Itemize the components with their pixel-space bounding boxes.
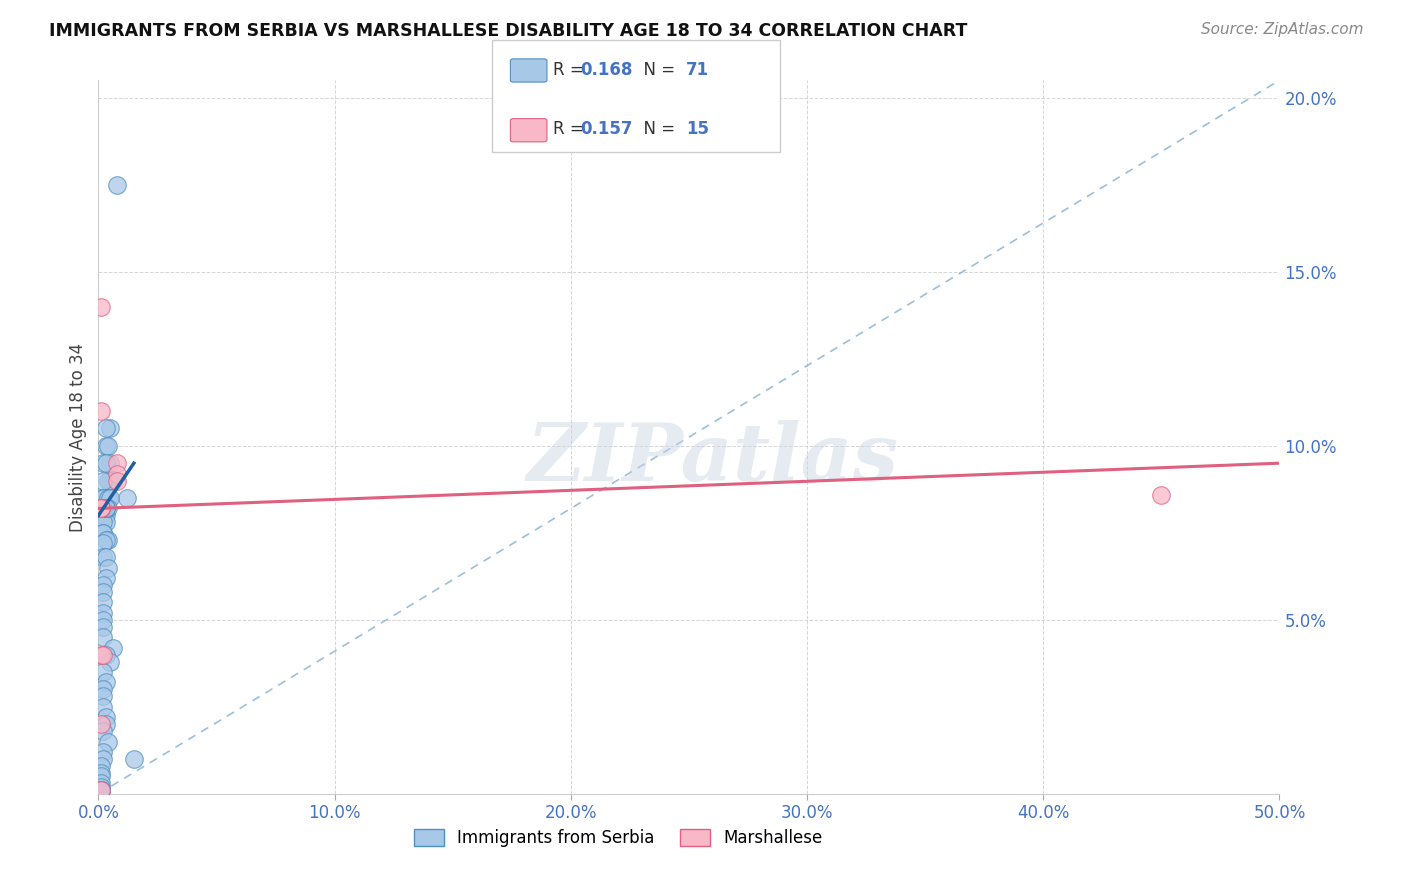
Point (101, 474, 124, 488)
Point (91, 682, 114, 697)
Point (90, 776, 112, 790)
Point (90, 501, 112, 516)
Text: R =: R = (553, 61, 589, 78)
Text: R =: R = (553, 120, 589, 138)
Point (91, 550, 114, 565)
Text: 0.168: 0.168 (581, 61, 633, 78)
Point (122, 752, 145, 766)
Point (91, 536, 114, 550)
Point (90, 404, 112, 418)
Point (94, 675, 117, 690)
Point (97, 439, 120, 453)
Point (91, 595, 114, 609)
Point (94, 508, 117, 523)
Point (94, 421, 117, 435)
Point (91, 699, 114, 714)
Text: 0.157: 0.157 (581, 120, 633, 138)
Point (94, 516, 117, 530)
Point (94, 456, 117, 470)
Legend: Immigrants from Serbia, Marshallese: Immigrants from Serbia, Marshallese (408, 822, 830, 854)
Point (91, 690, 114, 704)
Point (94, 501, 117, 516)
Point (94, 710, 117, 724)
Text: ZIPatlas: ZIPatlas (526, 420, 898, 497)
Point (91, 501, 114, 516)
Text: IMMIGRANTS FROM SERBIA VS MARSHALLESE DISABILITY AGE 18 TO 34 CORRELATION CHART: IMMIGRANTS FROM SERBIA VS MARSHALLESE DI… (49, 22, 967, 40)
Point (98, 456, 121, 470)
Point (90, 648, 112, 662)
Point (90, 783, 112, 797)
Point (91, 613, 114, 627)
Point (91, 648, 114, 662)
Point (91, 578, 114, 592)
Point (91, 508, 114, 523)
Point (90, 501, 112, 516)
Point (91, 474, 114, 488)
Point (91, 516, 114, 530)
Point (90, 501, 112, 516)
Text: 71: 71 (686, 61, 709, 78)
Point (90, 501, 112, 516)
Point (90, 501, 112, 516)
Point (94, 648, 117, 662)
Point (90, 759, 112, 773)
Point (105, 474, 128, 488)
Point (94, 571, 117, 585)
Point (90, 780, 112, 794)
Point (105, 456, 128, 470)
Point (91, 491, 114, 505)
Point (1150, 487, 1173, 501)
Point (91, 525, 114, 540)
Point (94, 533, 117, 547)
Point (91, 501, 114, 516)
Point (97, 734, 120, 748)
Point (90, 783, 112, 797)
Point (91, 620, 114, 634)
Point (91, 585, 114, 599)
Point (91, 491, 114, 505)
Point (91, 745, 114, 759)
Point (91, 508, 114, 523)
Text: N =: N = (633, 120, 681, 138)
Point (91, 456, 114, 470)
Point (90, 783, 112, 797)
Point (91, 630, 114, 644)
Point (91, 724, 114, 739)
Point (94, 550, 117, 565)
Point (97, 501, 120, 516)
Point (105, 178, 128, 192)
Point (97, 474, 120, 488)
Point (90, 769, 112, 783)
Y-axis label: Disability Age 18 to 34: Disability Age 18 to 34 (69, 343, 87, 532)
Point (98, 421, 121, 435)
Point (90, 717, 112, 731)
Text: N =: N = (633, 61, 681, 78)
Point (90, 783, 112, 797)
Point (97, 533, 120, 547)
Point (90, 783, 112, 797)
Point (91, 665, 114, 679)
Point (97, 491, 120, 505)
Point (91, 491, 114, 505)
Point (94, 717, 117, 731)
Point (115, 491, 138, 505)
Point (91, 606, 114, 620)
Point (91, 501, 114, 516)
Point (90, 783, 112, 797)
Point (91, 525, 114, 540)
Point (91, 752, 114, 766)
Point (98, 655, 121, 669)
Point (98, 491, 121, 505)
Point (90, 300, 112, 314)
Point (97, 560, 120, 574)
Text: Source: ZipAtlas.com: Source: ZipAtlas.com (1201, 22, 1364, 37)
Point (98, 474, 121, 488)
Point (94, 501, 117, 516)
Point (94, 501, 117, 516)
Point (94, 439, 117, 453)
Point (105, 467, 128, 481)
Point (90, 766, 112, 780)
Point (101, 640, 124, 655)
Text: 15: 15 (686, 120, 709, 138)
